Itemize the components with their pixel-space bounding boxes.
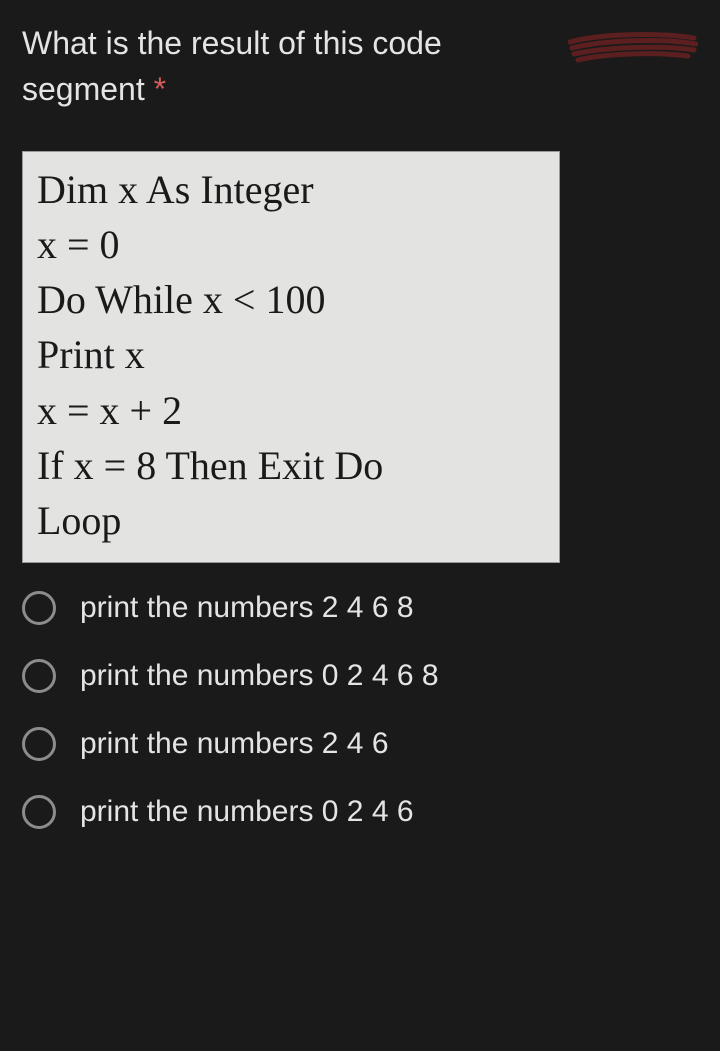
required-asterisk: * [154, 71, 166, 107]
scribble-mark [568, 28, 698, 64]
radio-icon[interactable] [22, 591, 56, 625]
code-line: Do While x < 100 [37, 272, 545, 327]
code-line: Print x [37, 327, 545, 382]
quiz-card: What is the result of this code segment … [0, 0, 720, 883]
question-text: What is the result of this code segment … [22, 20, 548, 113]
code-line: x = x + 2 [37, 383, 545, 438]
question-row: What is the result of this code segment … [22, 20, 698, 113]
option-label: print the numbers 2 4 6 [80, 727, 389, 761]
code-line: x = 0 [37, 217, 545, 272]
option-label: print the numbers 2 4 6 8 [80, 591, 414, 625]
radio-icon[interactable] [22, 727, 56, 761]
code-line: If x = 8 Then Exit Do [37, 438, 545, 493]
radio-icon[interactable] [22, 795, 56, 829]
option-label: print the numbers 0 2 4 6 8 [80, 659, 439, 693]
option-0[interactable]: print the numbers 2 4 6 8 [22, 591, 698, 625]
code-line: Dim x As Integer [37, 162, 545, 217]
code-box: Dim x As Integer x = 0 Do While x < 100 … [22, 151, 560, 563]
option-1[interactable]: print the numbers 0 2 4 6 8 [22, 659, 698, 693]
radio-icon[interactable] [22, 659, 56, 693]
option-3[interactable]: print the numbers 0 2 4 6 [22, 795, 698, 829]
options-group: print the numbers 2 4 6 8 print the numb… [22, 591, 698, 829]
code-line: Loop [37, 493, 545, 548]
option-2[interactable]: print the numbers 2 4 6 [22, 727, 698, 761]
option-label: print the numbers 0 2 4 6 [80, 795, 414, 829]
question-label: What is the result of this code segment [22, 25, 442, 107]
